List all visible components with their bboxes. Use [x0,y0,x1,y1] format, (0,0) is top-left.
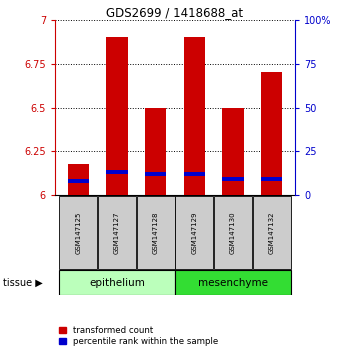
Text: epithelium: epithelium [89,278,145,287]
Text: GSM147129: GSM147129 [191,211,197,254]
FancyBboxPatch shape [175,196,213,269]
Bar [68,179,89,183]
Legend: transformed count, percentile rank within the sample: transformed count, percentile rank withi… [59,326,218,346]
Bar [68,164,89,195]
FancyBboxPatch shape [175,270,291,295]
Text: GSM147127: GSM147127 [114,211,120,254]
Bar [222,108,244,195]
Text: tissue ▶: tissue ▶ [3,278,43,287]
FancyBboxPatch shape [98,196,136,269]
Text: GSM147132: GSM147132 [269,211,275,254]
Text: GSM147125: GSM147125 [75,211,81,254]
Bar [261,177,282,181]
Bar [222,177,244,181]
FancyBboxPatch shape [137,196,175,269]
Bar [145,172,166,176]
Bar [184,172,205,176]
Bar [145,108,166,195]
Bar [261,73,282,195]
Bar [106,170,128,174]
FancyBboxPatch shape [214,196,252,269]
FancyBboxPatch shape [59,196,97,269]
FancyBboxPatch shape [59,270,175,295]
Bar [184,38,205,195]
Text: mesenchyme: mesenchyme [198,278,268,287]
FancyBboxPatch shape [253,196,291,269]
Bar [106,38,128,195]
Text: GSM147130: GSM147130 [230,211,236,254]
Text: GSM147128: GSM147128 [153,211,159,254]
Title: GDS2699 / 1418688_at: GDS2699 / 1418688_at [106,6,243,19]
